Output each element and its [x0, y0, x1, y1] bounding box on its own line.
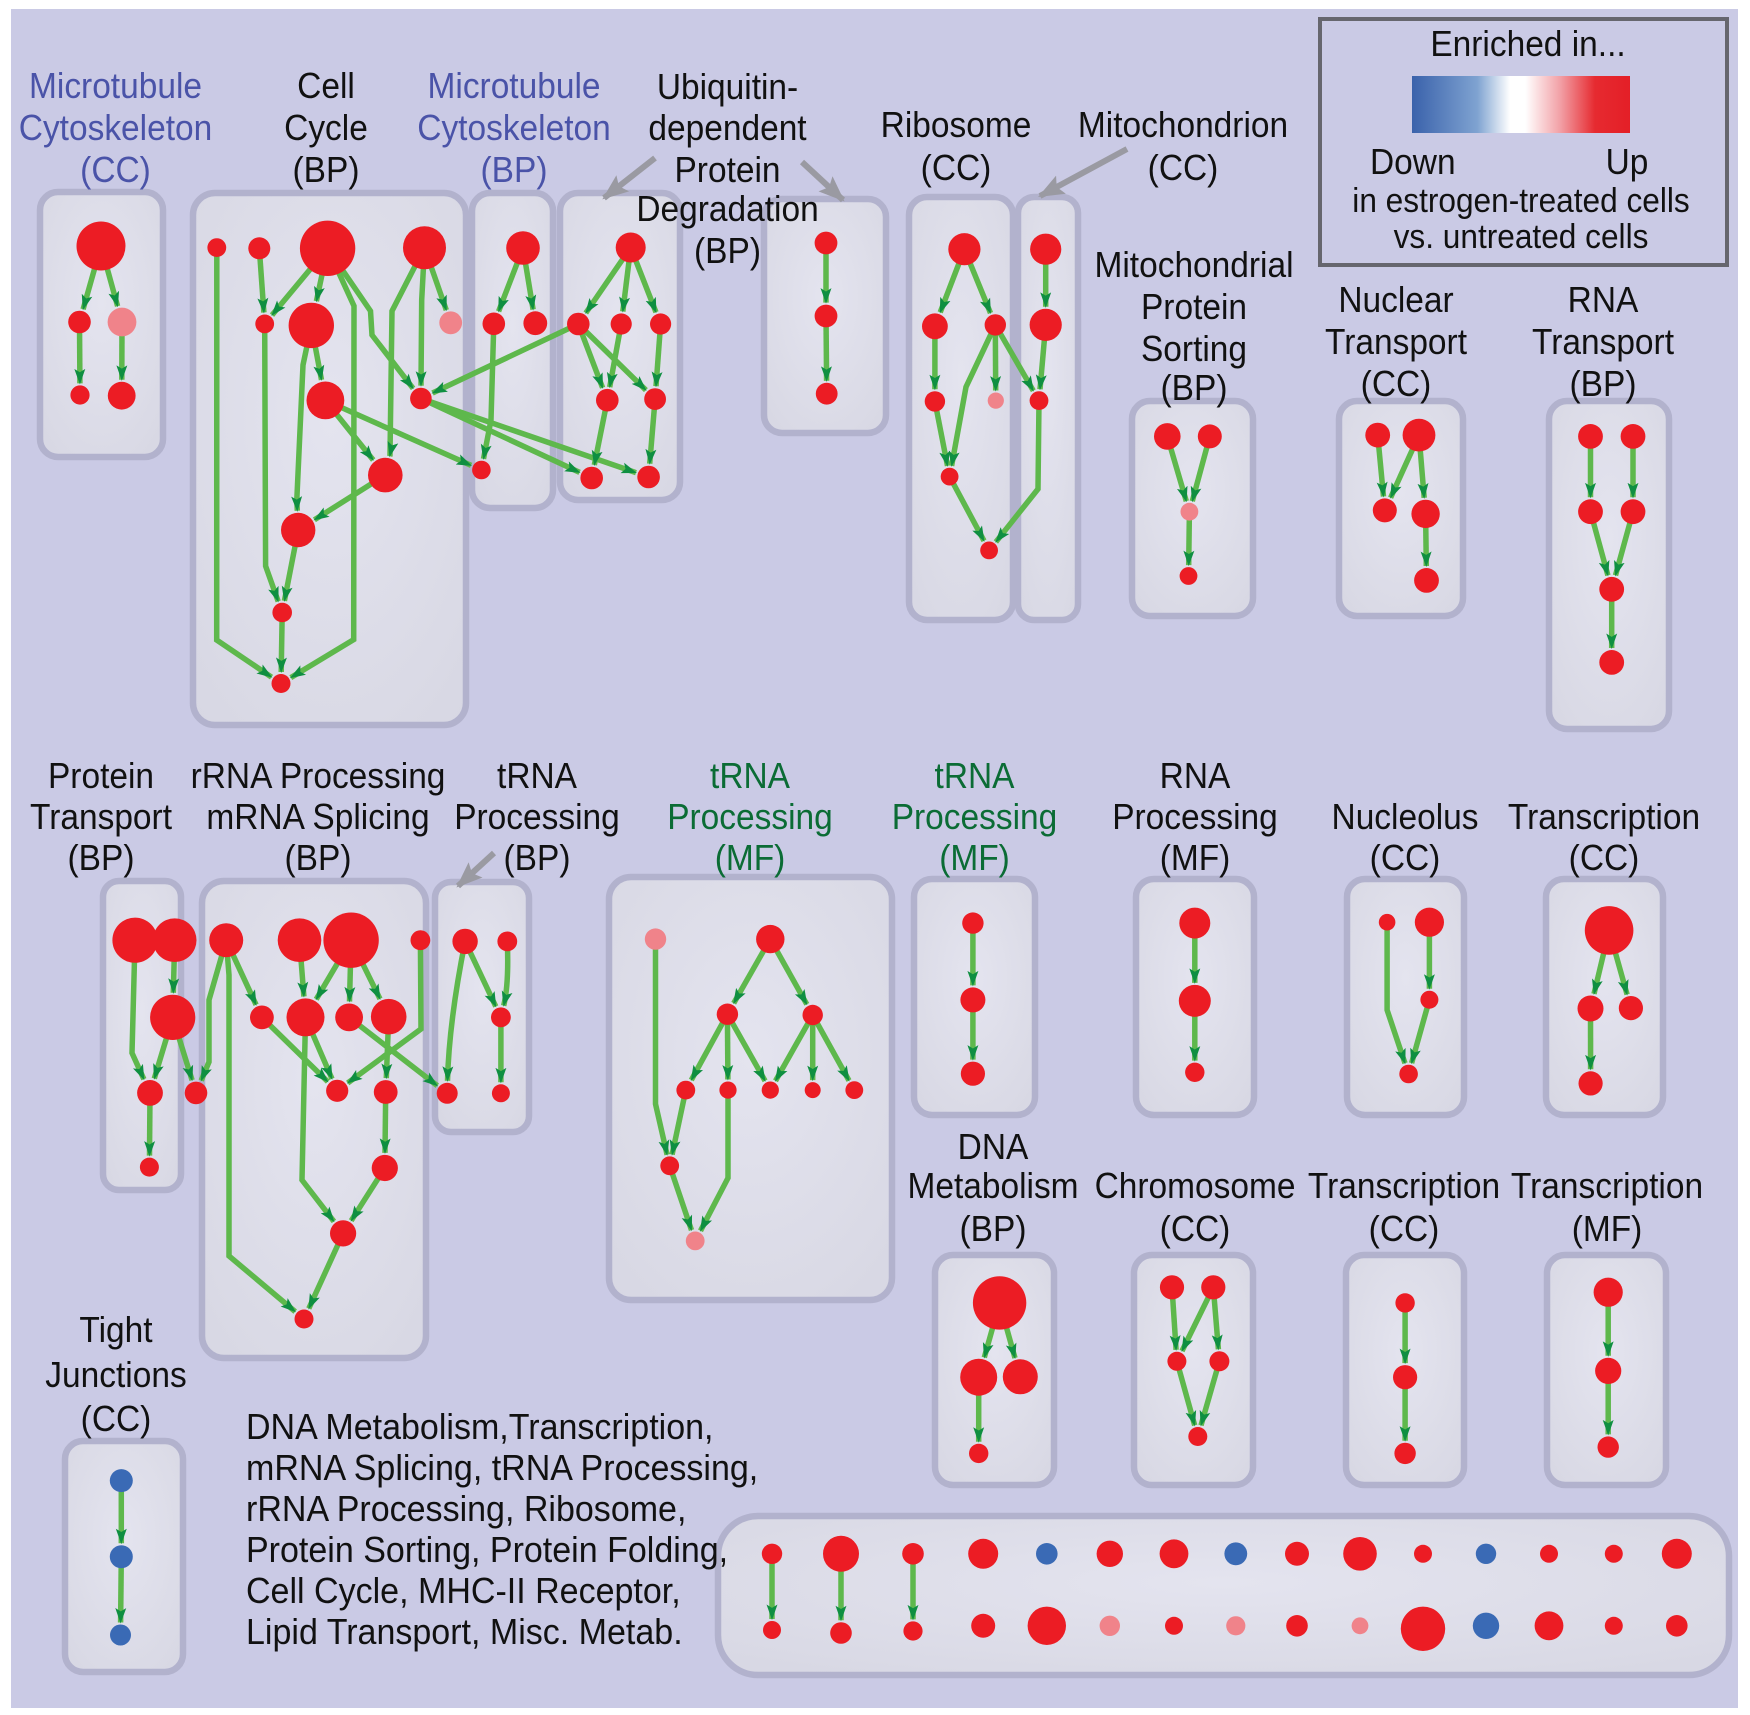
svg-text:Ubiquitin-: Ubiquitin- [657, 68, 798, 107]
svg-text:DNA Metabolism,Transcription,: DNA Metabolism,Transcription, [246, 1407, 714, 1447]
svg-text:mRNA Splicing: mRNA Splicing [206, 798, 429, 837]
svg-text:Nuclear: Nuclear [1338, 281, 1453, 320]
svg-text:(BP): (BP) [1161, 369, 1228, 408]
svg-text:Transcription: Transcription [1308, 1167, 1500, 1206]
svg-text:Junctions: Junctions [45, 1356, 186, 1395]
svg-text:(CC): (CC) [1369, 1210, 1440, 1249]
svg-text:Transcription: Transcription [1511, 1167, 1703, 1206]
svg-text:Cell: Cell [297, 67, 355, 106]
svg-text:(MF): (MF) [1160, 839, 1231, 878]
svg-text:Transport: Transport [1532, 323, 1674, 362]
svg-text:Ribosome: Ribosome [881, 106, 1032, 145]
svg-text:Processing: Processing [1112, 798, 1278, 837]
svg-text:Cell Cycle, MHC-II Receptor,: Cell Cycle, MHC-II Receptor, [246, 1571, 681, 1611]
svg-text:(BP): (BP) [285, 839, 352, 878]
svg-text:(CC): (CC) [81, 1400, 152, 1439]
svg-text:(BP): (BP) [960, 1210, 1027, 1249]
svg-text:RNA: RNA [1568, 281, 1639, 320]
svg-text:Up: Up [1606, 143, 1649, 182]
svg-text:Protein: Protein [674, 151, 780, 190]
svg-text:Lipid Transport, Misc. Metab.: Lipid Transport, Misc. Metab. [246, 1612, 683, 1652]
svg-text:Chromosome: Chromosome [1095, 1167, 1296, 1206]
svg-text:(CC): (CC) [1569, 839, 1640, 878]
svg-text:Mitochondrion: Mitochondrion [1078, 106, 1288, 145]
svg-text:Cytoskeleton: Cytoskeleton [417, 109, 610, 148]
svg-text:(BP): (BP) [504, 839, 571, 878]
svg-text:Metabolism: Metabolism [907, 1167, 1078, 1206]
svg-text:(MF): (MF) [1572, 1210, 1643, 1249]
svg-text:Sorting: Sorting [1141, 330, 1247, 369]
svg-text:in estrogen-treated cells: in estrogen-treated cells [1352, 181, 1689, 219]
svg-text:Protein: Protein [1141, 288, 1247, 327]
svg-text:(BP): (BP) [694, 232, 761, 271]
svg-text:Down: Down [1370, 143, 1456, 182]
svg-text:(CC): (CC) [1370, 839, 1441, 878]
svg-text:Processing: Processing [454, 798, 620, 837]
svg-text:rRNA Processing: rRNA Processing [191, 757, 446, 796]
svg-text:Enriched in...: Enriched in... [1430, 25, 1625, 64]
svg-text:Protein Sorting, Protein Foldi: Protein Sorting, Protein Folding, [246, 1530, 728, 1570]
svg-text:Protein: Protein [48, 757, 154, 796]
svg-text:(CC): (CC) [1361, 365, 1432, 404]
svg-text:DNA: DNA [958, 1128, 1029, 1167]
svg-text:(CC): (CC) [1160, 1210, 1231, 1249]
svg-text:(BP): (BP) [1570, 365, 1637, 404]
svg-text:vs. untreated cells: vs. untreated cells [1394, 217, 1649, 255]
svg-text:(CC): (CC) [921, 149, 992, 188]
svg-text:(CC): (CC) [1148, 149, 1219, 188]
svg-text:Degradation: Degradation [636, 190, 818, 229]
svg-text:Cycle: Cycle [284, 109, 368, 148]
svg-text:Microtubule: Microtubule [29, 67, 202, 106]
svg-text:mRNA Splicing, tRNA Processing: mRNA Splicing, tRNA Processing, [246, 1448, 758, 1488]
svg-text:(BP): (BP) [481, 151, 548, 190]
svg-text:(BP): (BP) [68, 839, 135, 878]
svg-text:(MF): (MF) [939, 839, 1010, 878]
svg-text:rRNA Processing, Ribosome,: rRNA Processing, Ribosome, [246, 1489, 686, 1529]
svg-text:dependent: dependent [648, 109, 807, 148]
svg-text:Processing: Processing [892, 798, 1058, 837]
svg-text:tRNA: tRNA [935, 757, 1016, 796]
svg-text:RNA: RNA [1160, 757, 1231, 796]
svg-text:(MF): (MF) [715, 839, 786, 878]
svg-text:Tight: Tight [79, 1311, 152, 1350]
svg-text:Processing: Processing [667, 798, 833, 837]
svg-text:(CC): (CC) [80, 151, 151, 190]
svg-text:Cytoskeleton: Cytoskeleton [19, 109, 212, 148]
svg-text:Transport: Transport [30, 798, 172, 837]
svg-text:tRNA: tRNA [710, 757, 791, 796]
svg-text:Mitochondrial: Mitochondrial [1094, 246, 1293, 285]
svg-text:Nucleolus: Nucleolus [1332, 798, 1479, 837]
svg-text:Transport: Transport [1325, 323, 1467, 362]
svg-text:Microtubule: Microtubule [428, 67, 601, 106]
svg-text:(BP): (BP) [293, 151, 360, 190]
svg-text:tRNA: tRNA [497, 757, 578, 796]
svg-text:Transcription: Transcription [1508, 798, 1700, 837]
